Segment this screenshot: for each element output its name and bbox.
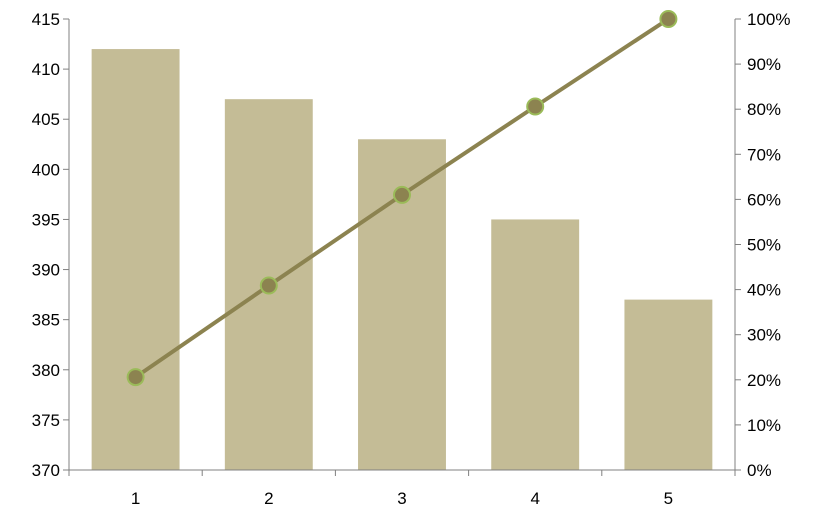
y2-tick-label: 60% — [747, 190, 781, 209]
x-tick-label: 1 — [131, 489, 140, 508]
y2-tick-label: 70% — [747, 145, 781, 164]
line-point-4 — [526, 97, 545, 116]
y-tick-label: 410 — [32, 60, 60, 79]
y-tick-label: 370 — [32, 461, 60, 480]
y-tick-label: 400 — [32, 160, 60, 179]
bar-1 — [91, 49, 180, 470]
y-tick-label: 375 — [32, 411, 60, 430]
y-tick-label: 415 — [32, 10, 60, 29]
line-point-3 — [393, 185, 411, 204]
line-series — [126, 10, 678, 387]
y2-tick-label: 10% — [747, 416, 781, 435]
x-tick-label: 2 — [264, 489, 273, 508]
x-tick-label: 5 — [664, 489, 673, 508]
y-tick-label: 380 — [32, 361, 60, 380]
y2-tick-label: 90% — [747, 55, 781, 74]
bar-4 — [491, 219, 580, 470]
y2-tick-label: 0% — [747, 461, 772, 480]
line-point-1 — [126, 368, 145, 387]
y2-tick-label: 30% — [747, 326, 781, 345]
y2-tick-label: 50% — [747, 236, 781, 255]
y2-tick-label: 40% — [747, 281, 781, 300]
tick-labels: 3703753803853903954004054104150%10%20%30… — [32, 10, 791, 508]
y2-tick-label: 20% — [747, 371, 781, 390]
y2-tick-label: 80% — [747, 100, 781, 119]
y-tick-label: 405 — [32, 110, 60, 129]
bar-5 — [624, 299, 713, 470]
axes — [63, 18, 741, 476]
x-tick-label: 4 — [530, 489, 539, 508]
y-tick-label: 395 — [32, 210, 60, 229]
y2-tick-label: 100% — [747, 10, 790, 29]
bar-series — [91, 49, 713, 471]
y-tick-label: 385 — [32, 311, 60, 330]
line-point-2 — [259, 276, 278, 295]
line-point-5 — [659, 10, 678, 28]
x-tick-label: 3 — [397, 489, 406, 508]
y-tick-label: 390 — [32, 261, 60, 280]
